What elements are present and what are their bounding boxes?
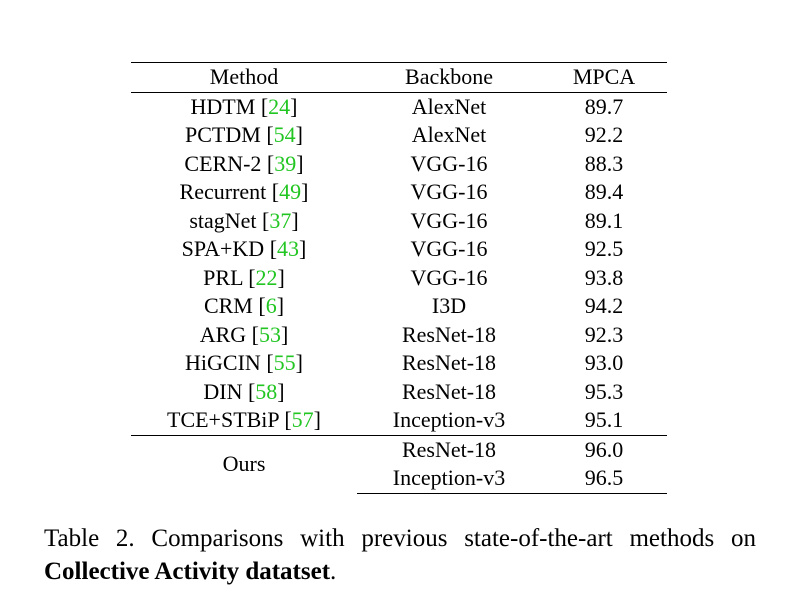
header-mpca: MPCA — [572, 64, 636, 89]
header-row: Method Backbone MPCA — [131, 62, 667, 92]
header-backbone: Backbone — [405, 64, 493, 89]
mpca-cell: 95.1 — [584, 407, 624, 432]
caption-period: . — [330, 558, 337, 585]
method-cell: SPA+KD [43] — [181, 236, 307, 261]
mpca-cell-best: 96.0 — [541, 434, 667, 464]
citation-link[interactable]: 53 — [258, 321, 281, 347]
mpca-cell: 89.7 — [584, 93, 624, 119]
results-table: Method Backbone MPCA HDTM [24] AlexNet 89.… — [131, 62, 667, 494]
citation-link[interactable]: 37 — [269, 207, 292, 233]
method-cell: TCE+STBiP [57] — [167, 407, 321, 432]
backbone-cell: ResNet-18 — [401, 378, 497, 404]
method-name: CERN-2 — [184, 150, 262, 176]
citation-link[interactable]: 49 — [279, 179, 302, 204]
mpca-cell: 94.2 — [584, 293, 624, 318]
caption-word: Table — [44, 525, 100, 552]
mpca-cell: 93.0 — [584, 350, 624, 375]
backbone-cell: VGG-16 — [410, 236, 488, 261]
method-name: DIN — [203, 378, 243, 404]
method-cell: stagNet [37] — [189, 207, 299, 233]
method-cell: HiGCIN [55] — [185, 350, 303, 375]
backbone-cell: ResNet-18 — [401, 350, 497, 375]
backbone-cell: Inception-v3 — [357, 464, 541, 494]
table-row: TCE+STBiP [57] Inception-v3 95.1 — [131, 406, 667, 435]
table-row-ours: Inception-v3 96.5 — [131, 464, 667, 494]
ours-method-cell: Ours — [131, 434, 357, 493]
table-row: PRL [22] VGG-16 93.8 — [131, 264, 667, 293]
mpca-cell: 88.3 — [584, 150, 624, 176]
table-row: SPA+KD [43] VGG-16 92.5 — [131, 235, 667, 264]
mpca-cell: 95.3 — [584, 378, 624, 404]
citation-link[interactable]: 58 — [255, 378, 278, 404]
backbone-cell: AlexNet — [411, 93, 487, 119]
caption-line-2: Collective Activity datatset. — [44, 555, 756, 588]
method-name: ARG — [199, 321, 247, 347]
method-name: CRM — [203, 293, 253, 318]
caption-word: 2. — [115, 525, 135, 552]
method-name: TCE+STBiP — [167, 407, 279, 432]
mpca-cell: 89.4 — [584, 179, 624, 204]
table-row: stagNet [37] VGG-16 89.1 — [131, 207, 667, 236]
table-row: Recurrent [49] VGG-16 89.4 — [131, 178, 667, 207]
method-name: HiGCIN — [185, 350, 261, 375]
backbone-cell: VGG-16 — [410, 207, 488, 233]
method-cell: HDTM [24] — [190, 93, 298, 119]
mpca-cell-best: 96.5 — [541, 464, 667, 494]
table-body: HDTM [24] AlexNet 89.7 PCTDM [54] AlexNet 92.… — [131, 92, 667, 494]
backbone-cell: I3D — [431, 293, 467, 318]
table-row: DIN [58] ResNet-18 95.3 — [131, 378, 667, 407]
method-name: Recurrent — [179, 179, 267, 204]
method-cell: CERN-2 [39] — [184, 150, 304, 176]
citation-link[interactable]: 39 — [274, 150, 297, 176]
caption-word: Comparisons — [151, 525, 284, 552]
caption-line-1: Table 2. Comparisons with previous state-of-t… — [44, 522, 756, 555]
caption-word: with — [300, 525, 345, 552]
mpca-cell: 92.3 — [584, 321, 624, 347]
backbone-cell: VGG-16 — [410, 264, 488, 290]
method-name: SPA+KD — [181, 236, 265, 261]
table-caption: Table 2. Comparisons with previous state-of-t… — [44, 522, 756, 588]
backbone-cell: VGG-16 — [410, 179, 488, 204]
backbone-cell: Inception-v3 — [392, 407, 506, 432]
caption-word: state-of-the-art — [464, 525, 613, 552]
method-name: PRL — [203, 264, 243, 290]
mpca-cell: 92.5 — [584, 236, 624, 261]
mpca-cell: 93.8 — [584, 264, 624, 290]
citation-link[interactable]: 57 — [291, 407, 314, 432]
method-cell: CRM [6] — [203, 293, 285, 318]
method-name: HDTM — [190, 93, 256, 119]
backbone-cell: ResNet-18 — [357, 434, 541, 464]
backbone-cell: VGG-16 — [410, 150, 488, 176]
caption-word: methods — [629, 525, 715, 552]
table-row: ARG [53] ResNet-18 92.3 — [131, 321, 667, 350]
method-cell: DIN [58] — [203, 378, 285, 404]
citation-link[interactable]: 6 — [265, 293, 277, 318]
caption-word: on — [730, 525, 756, 552]
mpca-cell: 92.2 — [584, 122, 624, 147]
citation-link[interactable]: 43 — [277, 236, 300, 261]
method-cell: PCTDM [54] — [185, 122, 303, 147]
header-method: Method — [209, 64, 279, 89]
citation-link[interactable]: 24 — [268, 93, 291, 119]
citation-link[interactable]: 55 — [273, 350, 296, 375]
table-row-ours: Ours ResNet-18 96.0 — [131, 434, 667, 493]
table-row: HDTM [24] AlexNet 89.7 — [131, 92, 667, 121]
method-cell: ARG [53] — [199, 321, 289, 347]
table-row: HiGCIN [55] ResNet-18 93.0 — [131, 349, 667, 378]
table-row: CRM [6] I3D 94.2 — [131, 292, 667, 321]
mpca-cell: 89.1 — [584, 207, 624, 233]
caption-bold-dataset: Collective Activity datatset — [44, 558, 331, 585]
method-name: PCTDM — [185, 122, 261, 147]
method-cell: Recurrent [49] — [179, 179, 309, 204]
table-row: PCTDM [54] AlexNet 92.2 — [131, 121, 667, 150]
backbone-cell: AlexNet — [411, 122, 487, 147]
caption-word: previous — [361, 525, 448, 552]
table-row: CERN-2 [39] VGG-16 88.3 — [131, 150, 667, 179]
citation-link[interactable]: 54 — [273, 122, 296, 147]
method-name: stagNet — [189, 207, 257, 233]
citation-link[interactable]: 22 — [255, 264, 278, 290]
backbone-cell: ResNet-18 — [401, 321, 497, 347]
method-cell: PRL [22] — [203, 264, 285, 290]
